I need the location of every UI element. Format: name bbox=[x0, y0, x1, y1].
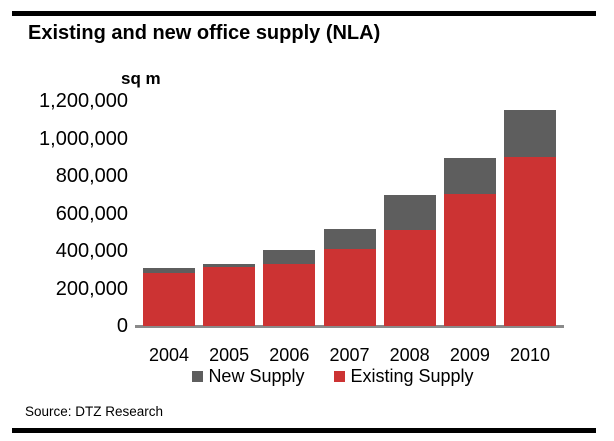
x-tick-label-2008: 2008 bbox=[389, 345, 430, 365]
top-rule bbox=[12, 11, 596, 16]
bottom-rule bbox=[12, 428, 596, 433]
y-tick-label: 200,000 bbox=[55, 277, 128, 300]
legend-item-existing-supply: Existing Supply bbox=[334, 366, 474, 386]
y-tick-label: 1,000,000 bbox=[39, 127, 128, 150]
bar-2010-new-supply bbox=[504, 110, 557, 158]
y-tick-label: 1,200,000 bbox=[39, 90, 128, 112]
bar-2007-new-supply bbox=[323, 229, 376, 250]
y-tick-label: 800,000 bbox=[55, 165, 128, 187]
x-tick-label-2006: 2006 bbox=[269, 345, 310, 365]
legend-label: Existing Supply bbox=[350, 366, 474, 386]
bar-2009-existing-supply bbox=[443, 193, 496, 326]
legend-item-new-supply: New Supply bbox=[192, 366, 304, 386]
bar-2009-new-supply bbox=[443, 158, 496, 194]
x-tick-label-2005: 2005 bbox=[209, 345, 250, 365]
bar-2010-existing-supply bbox=[504, 157, 557, 326]
bar-2004-existing-supply bbox=[143, 272, 195, 326]
legend-swatch-existing-supply bbox=[334, 370, 346, 382]
bar-2005-new-supply bbox=[203, 264, 256, 267]
legend-swatch-new-supply bbox=[192, 370, 204, 382]
legend: New Supply Existing Supply bbox=[120, 366, 546, 386]
y-axis-unit-label: sq m bbox=[121, 69, 161, 88]
source-note: Source: DTZ Research bbox=[25, 404, 164, 419]
y-tick-label: 0 bbox=[116, 315, 128, 337]
x-tick-label-2010: 2010 bbox=[509, 345, 551, 365]
bar-2008-new-supply bbox=[383, 194, 436, 231]
legend-label: New Supply bbox=[208, 366, 305, 386]
chart-title: Existing and new office supply (NLA) bbox=[28, 22, 381, 44]
bar-2006-new-supply bbox=[263, 250, 316, 265]
y-tick-label: 400,000 bbox=[55, 240, 128, 262]
x-tick-label-2009: 2009 bbox=[449, 345, 490, 365]
x-axis-line bbox=[135, 325, 564, 328]
bar-2005-existing-supply bbox=[203, 266, 256, 326]
x-tick-label-2007: 2007 bbox=[329, 345, 370, 365]
bar-2007-existing-supply bbox=[323, 249, 376, 326]
bar-2004-new-supply bbox=[143, 267, 195, 273]
bar-2008-existing-supply bbox=[383, 230, 436, 326]
y-tick-label: 600,000 bbox=[55, 202, 128, 225]
bar-2006-existing-supply bbox=[263, 264, 316, 326]
x-tick-label-2004: 2004 bbox=[148, 345, 190, 365]
